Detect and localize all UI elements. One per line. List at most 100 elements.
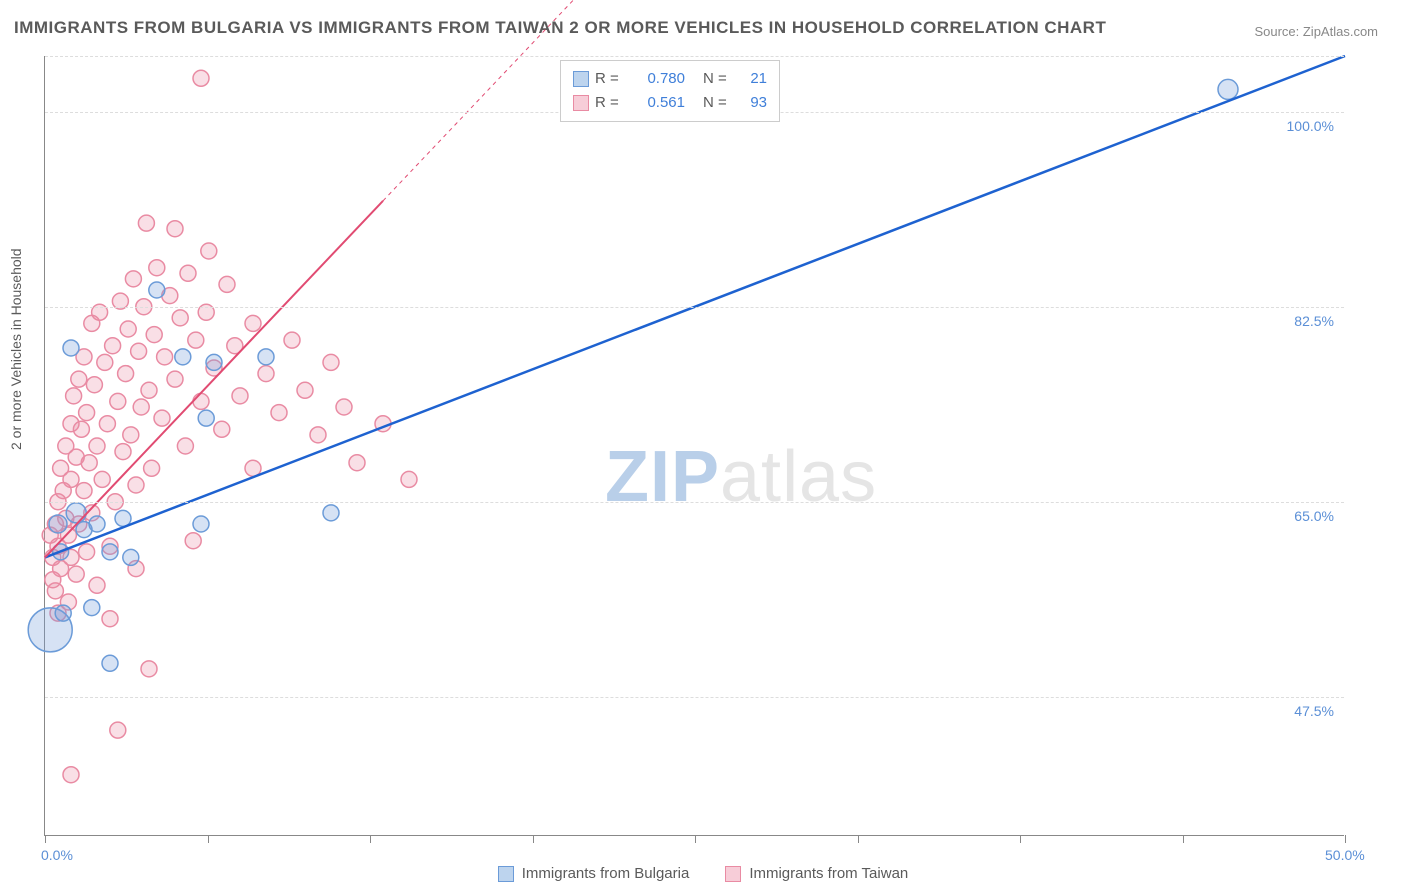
data-point	[89, 438, 105, 454]
data-point	[297, 382, 313, 398]
x-tick	[1020, 835, 1021, 843]
data-point	[141, 382, 157, 398]
y-tick-label: 65.0%	[1294, 508, 1334, 524]
stats-r-value-taiwan: 0.561	[629, 91, 685, 115]
x-tick	[695, 835, 696, 843]
x-tick-label: 0.0%	[41, 847, 73, 863]
data-point	[258, 349, 274, 365]
y-tick-label: 47.5%	[1294, 703, 1334, 719]
y-axis-label: 2 or more Vehicles in Household	[8, 248, 24, 450]
stats-legend-box: R = 0.780 N = 21 R = 0.561 N = 93	[560, 60, 780, 122]
data-point	[144, 460, 160, 476]
stats-r-label: R =	[595, 67, 623, 91]
data-point	[133, 399, 149, 415]
legend-swatch-taiwan-icon	[725, 866, 741, 882]
data-point	[198, 410, 214, 426]
data-point	[81, 455, 97, 471]
legend-label-taiwan: Immigrants from Taiwan	[749, 865, 908, 882]
x-tick	[1183, 835, 1184, 843]
plot-area: ZIPatlas 47.5%65.0%82.5%100.0%0.0%50.0%	[44, 56, 1344, 836]
data-point	[258, 366, 274, 382]
data-point	[110, 393, 126, 409]
stats-n-label: N =	[703, 67, 731, 91]
stats-n-value-taiwan: 93	[737, 91, 767, 115]
chart-title: IMMIGRANTS FROM BULGARIA VS IMMIGRANTS F…	[14, 18, 1106, 38]
data-point	[185, 533, 201, 549]
data-point	[84, 600, 100, 616]
legend-item-taiwan: Immigrants from Taiwan	[725, 865, 908, 882]
data-point	[110, 722, 126, 738]
gridline	[45, 502, 1344, 503]
data-point	[99, 416, 115, 432]
data-point	[206, 354, 222, 370]
data-point	[63, 767, 79, 783]
data-point	[175, 349, 191, 365]
data-point	[47, 583, 63, 599]
data-point	[66, 388, 82, 404]
data-point	[323, 505, 339, 521]
data-point	[102, 611, 118, 627]
x-tick-label: 50.0%	[1325, 847, 1365, 863]
legend-swatch-bulgaria-icon	[498, 866, 514, 882]
data-point	[1218, 79, 1238, 99]
stats-row-taiwan: R = 0.561 N = 93	[573, 91, 767, 115]
data-point	[123, 427, 139, 443]
gridline	[45, 56, 1344, 57]
data-point	[76, 483, 92, 499]
data-point	[157, 349, 173, 365]
legend-label-bulgaria: Immigrants from Bulgaria	[522, 865, 690, 882]
data-point	[55, 605, 71, 621]
data-point	[63, 340, 79, 356]
swatch-bulgaria-icon	[573, 71, 589, 87]
data-point	[232, 388, 248, 404]
data-point	[245, 315, 261, 331]
data-point	[118, 366, 134, 382]
data-point	[154, 410, 170, 426]
x-tick	[1345, 835, 1346, 843]
data-point	[89, 577, 105, 593]
data-point	[188, 332, 204, 348]
legend-item-bulgaria: Immigrants from Bulgaria	[498, 865, 690, 882]
data-point	[97, 354, 113, 370]
data-point	[323, 354, 339, 370]
data-point	[123, 549, 139, 565]
x-tick	[858, 835, 859, 843]
data-point	[177, 438, 193, 454]
data-point	[102, 655, 118, 671]
data-point	[336, 399, 352, 415]
data-point	[219, 276, 235, 292]
data-point	[149, 282, 165, 298]
data-point	[89, 516, 105, 532]
data-point	[79, 544, 95, 560]
source-label: Source: ZipAtlas.com	[1254, 24, 1378, 39]
data-point	[49, 515, 67, 533]
data-point	[120, 321, 136, 337]
data-point	[115, 444, 131, 460]
data-point	[180, 265, 196, 281]
data-point	[73, 421, 89, 437]
data-point	[94, 471, 110, 487]
data-point	[146, 327, 162, 343]
data-point	[193, 70, 209, 86]
stats-n-value-bulgaria: 21	[737, 67, 767, 91]
stats-row-bulgaria: R = 0.780 N = 21	[573, 67, 767, 91]
data-point	[167, 371, 183, 387]
data-point	[63, 471, 79, 487]
data-point	[102, 544, 118, 560]
data-point	[79, 405, 95, 421]
x-tick	[533, 835, 534, 843]
swatch-taiwan-icon	[573, 95, 589, 111]
y-tick-label: 100.0%	[1287, 118, 1334, 134]
bottom-legend: Immigrants from Bulgaria Immigrants from…	[0, 865, 1406, 882]
data-point	[138, 215, 154, 231]
data-point	[149, 260, 165, 276]
data-point	[349, 455, 365, 471]
data-point	[271, 405, 287, 421]
x-tick	[208, 835, 209, 843]
data-point	[401, 471, 417, 487]
data-point	[201, 243, 217, 259]
data-point	[105, 338, 121, 354]
data-point	[310, 427, 326, 443]
x-tick	[45, 835, 46, 843]
gridline	[45, 307, 1344, 308]
